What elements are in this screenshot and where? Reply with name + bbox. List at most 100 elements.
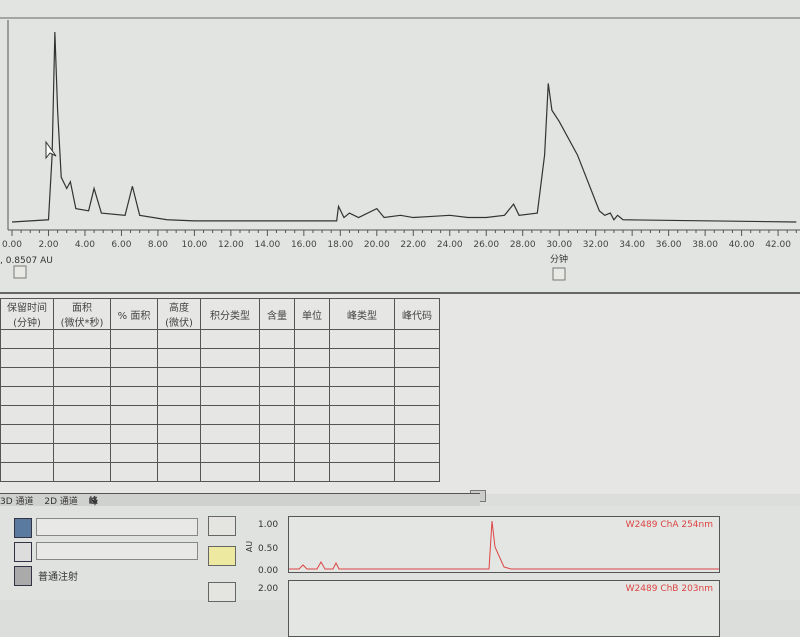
table-cell[interactable] bbox=[157, 462, 201, 482]
table-cell[interactable] bbox=[294, 462, 330, 482]
table-row[interactable] bbox=[0, 386, 440, 406]
column-header[interactable]: 高度 (微伏) bbox=[157, 298, 201, 330]
table-cell[interactable] bbox=[157, 443, 201, 463]
table-cell[interactable] bbox=[0, 405, 54, 425]
column-header[interactable]: 含量 bbox=[259, 298, 295, 330]
table-cell[interactable] bbox=[259, 348, 295, 368]
table-cell[interactable] bbox=[329, 424, 395, 444]
table-cell[interactable] bbox=[329, 405, 395, 425]
table-cell[interactable] bbox=[259, 367, 295, 387]
table-cell[interactable] bbox=[394, 386, 440, 406]
table-cell[interactable] bbox=[110, 367, 158, 387]
table-cell[interactable] bbox=[110, 386, 158, 406]
table-cell[interactable] bbox=[259, 462, 295, 482]
table-cell[interactable] bbox=[157, 348, 201, 368]
table-cell[interactable] bbox=[0, 386, 54, 406]
tab-peaks[interactable]: 峰 bbox=[88, 497, 98, 507]
table-cell[interactable] bbox=[394, 424, 440, 444]
tab-3d-channel[interactable]: 3D 通道 bbox=[0, 497, 34, 507]
table-cell[interactable] bbox=[110, 424, 158, 444]
table-cell[interactable] bbox=[0, 424, 54, 444]
column-header[interactable]: % 面积 bbox=[110, 298, 158, 330]
table-cell[interactable] bbox=[200, 329, 260, 349]
table-row[interactable] bbox=[0, 424, 440, 444]
table-cell[interactable] bbox=[294, 443, 330, 463]
table-cell[interactable] bbox=[259, 329, 295, 349]
tab-2d-channel[interactable]: 2D 通道 bbox=[44, 497, 78, 507]
sample-set-field[interactable] bbox=[36, 518, 198, 536]
table-cell[interactable] bbox=[200, 424, 260, 444]
scroll-left-button[interactable] bbox=[13, 265, 27, 279]
table-cell[interactable] bbox=[157, 367, 201, 387]
table-cell[interactable] bbox=[394, 329, 440, 349]
table-cell[interactable] bbox=[110, 329, 158, 349]
scroll-thumb[interactable] bbox=[552, 267, 566, 281]
table-cell[interactable] bbox=[0, 443, 54, 463]
table-cell[interactable] bbox=[329, 348, 395, 368]
table-cell[interactable] bbox=[110, 348, 158, 368]
table-row[interactable] bbox=[0, 462, 440, 482]
table-cell[interactable] bbox=[259, 386, 295, 406]
table-cell[interactable] bbox=[53, 348, 111, 368]
table-cell[interactable] bbox=[294, 386, 330, 406]
column-header[interactable]: 面积 (微伏*秒) bbox=[53, 298, 111, 330]
table-cell[interactable] bbox=[394, 443, 440, 463]
table-cell[interactable] bbox=[294, 329, 330, 349]
table-cell[interactable] bbox=[157, 424, 201, 444]
table-cell[interactable] bbox=[394, 367, 440, 387]
view-button-3[interactable] bbox=[208, 582, 236, 602]
table-cell[interactable] bbox=[259, 424, 295, 444]
table-cell[interactable] bbox=[294, 348, 330, 368]
table-cell[interactable] bbox=[0, 367, 54, 387]
table-cell[interactable] bbox=[53, 405, 111, 425]
table-cell[interactable] bbox=[329, 367, 395, 387]
table-cell[interactable] bbox=[259, 443, 295, 463]
table-cell[interactable] bbox=[53, 443, 111, 463]
table-cell[interactable] bbox=[294, 424, 330, 444]
table-cell[interactable] bbox=[200, 386, 260, 406]
table-row[interactable] bbox=[0, 348, 440, 368]
table-cell[interactable] bbox=[329, 443, 395, 463]
table-cell[interactable] bbox=[110, 405, 158, 425]
table-cell[interactable] bbox=[394, 462, 440, 482]
column-header[interactable]: 积分类型 bbox=[200, 298, 260, 330]
column-header[interactable]: 峰代码 bbox=[394, 298, 440, 330]
table-cell[interactable] bbox=[294, 405, 330, 425]
table-cell[interactable] bbox=[157, 386, 201, 406]
table-cell[interactable] bbox=[200, 405, 260, 425]
table-cell[interactable] bbox=[53, 424, 111, 444]
column-header[interactable]: 单位 bbox=[294, 298, 330, 330]
table-cell[interactable] bbox=[259, 405, 295, 425]
table-cell[interactable] bbox=[329, 329, 395, 349]
method-field[interactable] bbox=[36, 542, 198, 560]
table-cell[interactable] bbox=[0, 462, 54, 482]
view-button-1[interactable] bbox=[208, 516, 236, 536]
table-cell[interactable] bbox=[200, 348, 260, 368]
table-row[interactable] bbox=[0, 329, 440, 349]
table-cell[interactable] bbox=[329, 386, 395, 406]
table-cell[interactable] bbox=[53, 329, 111, 349]
table-cell[interactable] bbox=[53, 386, 111, 406]
table-cell[interactable] bbox=[110, 462, 158, 482]
table-cell[interactable] bbox=[394, 405, 440, 425]
table-cell[interactable] bbox=[53, 462, 111, 482]
table-cell[interactable] bbox=[110, 443, 158, 463]
table-row[interactable] bbox=[0, 405, 440, 425]
table-row[interactable] bbox=[0, 443, 440, 463]
table-cell[interactable] bbox=[53, 367, 111, 387]
view-button-2[interactable] bbox=[208, 546, 236, 566]
table-cell[interactable] bbox=[200, 367, 260, 387]
table-cell[interactable] bbox=[329, 462, 395, 482]
table-cell[interactable] bbox=[200, 462, 260, 482]
column-header[interactable]: 保留时间 (分钟) bbox=[0, 298, 54, 330]
table-row[interactable] bbox=[0, 367, 440, 387]
table-cell[interactable] bbox=[157, 405, 201, 425]
table-cell[interactable] bbox=[0, 348, 54, 368]
table-cell[interactable] bbox=[157, 329, 201, 349]
table-cell[interactable] bbox=[294, 367, 330, 387]
chromatogram-panel[interactable]: 0.00 2.00 4.00 6.00 8.00 10.00 12.00 14.00 16.00… bbox=[0, 0, 800, 292]
table-cell[interactable] bbox=[0, 329, 54, 349]
table-cell[interactable] bbox=[394, 348, 440, 368]
table-cell[interactable] bbox=[200, 443, 260, 463]
column-header[interactable]: 峰类型 bbox=[329, 298, 395, 330]
